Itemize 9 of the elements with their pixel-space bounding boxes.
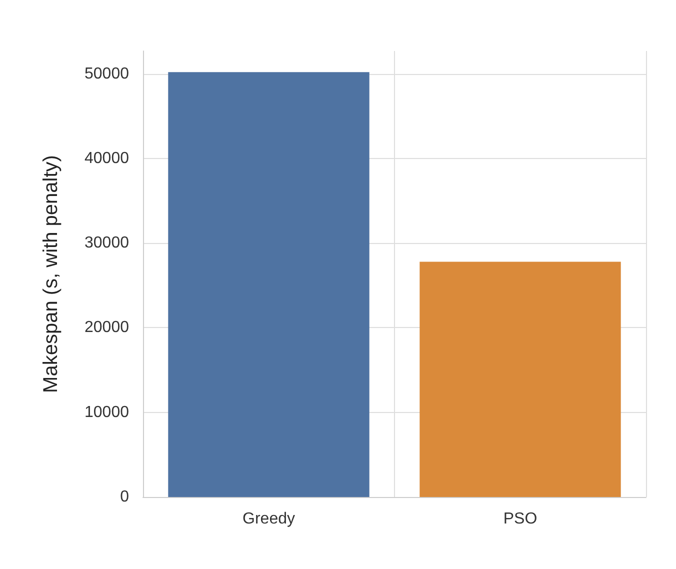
y-tick-label: 20000: [84, 319, 130, 336]
y-tick-label: 50000: [84, 65, 130, 82]
x-tick-label: Greedy: [242, 510, 295, 528]
y-tick-label: 40000: [84, 150, 130, 167]
y-axis-title: Makespan (s, with penalty): [40, 155, 62, 393]
x-tick-label: PSO: [503, 510, 538, 528]
y-tick-label: 10000: [84, 404, 130, 421]
y-tick-label: 0: [120, 488, 130, 506]
y-tick-label: 30000: [84, 234, 130, 252]
